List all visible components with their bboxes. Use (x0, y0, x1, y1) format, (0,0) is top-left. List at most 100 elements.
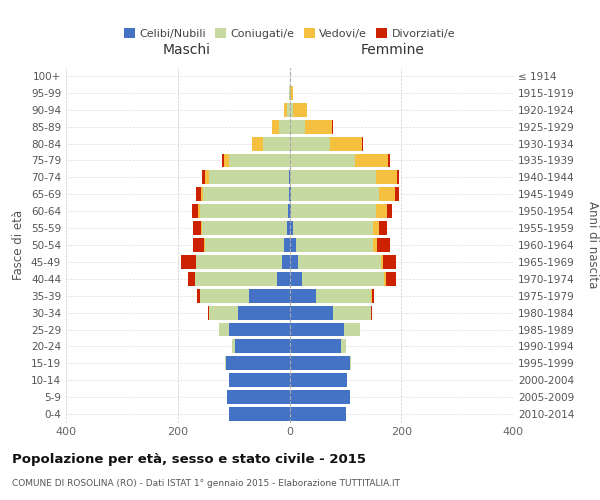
Bar (395, 188, 399, 201)
Bar (225, 356, 226, 370)
Bar (192, 204, 199, 218)
Bar (381, 255, 383, 269)
Bar (284, 238, 290, 252)
Text: COMUNE DI ROSOLINA (RO) - Dati ISTAT 1° gennaio 2015 - Elaborazione TUTTITALIA.I: COMUNE DI ROSOLINA (RO) - Dati ISTAT 1° … (12, 479, 400, 488)
Bar (379, 221, 387, 235)
Bar (289, 204, 290, 218)
Bar (194, 272, 277, 285)
Bar (290, 374, 347, 387)
Bar (188, 272, 194, 285)
Bar (290, 221, 293, 235)
Bar (362, 136, 363, 150)
Bar (249, 289, 290, 302)
Bar (197, 289, 200, 302)
Bar (199, 204, 200, 218)
Bar (290, 289, 316, 302)
Bar (291, 204, 376, 218)
Bar (397, 170, 399, 184)
Bar (200, 188, 203, 201)
Y-axis label: Anni di nascita: Anni di nascita (586, 202, 599, 288)
Bar (371, 306, 372, 320)
Bar (284, 103, 287, 117)
Bar (293, 103, 307, 117)
Bar (202, 221, 287, 235)
Bar (305, 120, 332, 134)
Bar (383, 255, 396, 269)
Bar (330, 136, 362, 150)
Bar (229, 154, 290, 168)
Bar (290, 103, 293, 117)
Bar (238, 306, 290, 320)
Bar (224, 154, 229, 168)
Bar (290, 120, 305, 134)
Bar (371, 289, 374, 302)
Bar (290, 170, 376, 184)
Bar (290, 322, 344, 336)
Bar (290, 356, 350, 370)
Bar (290, 238, 296, 252)
Bar (290, 407, 346, 421)
Bar (193, 221, 201, 235)
Bar (205, 238, 284, 252)
Bar (333, 306, 371, 320)
Bar (350, 356, 351, 370)
Bar (281, 255, 290, 269)
Bar (200, 289, 249, 302)
Bar (387, 204, 392, 218)
Bar (200, 204, 289, 218)
Bar (296, 238, 373, 252)
Bar (205, 170, 209, 184)
Bar (263, 136, 290, 150)
Bar (373, 238, 377, 252)
Bar (290, 390, 350, 404)
Bar (196, 255, 281, 269)
Bar (277, 272, 290, 285)
Bar (226, 356, 290, 370)
Bar (201, 221, 202, 235)
Bar (293, 221, 373, 235)
Bar (290, 272, 302, 285)
Bar (290, 340, 341, 353)
Text: Popolazione per età, sesso e stato civile - 2015: Popolazione per età, sesso e stato civil… (12, 452, 366, 466)
Bar (229, 407, 290, 421)
Bar (202, 170, 205, 184)
Bar (388, 154, 389, 168)
Bar (287, 103, 290, 117)
Bar (290, 306, 333, 320)
Legend: Celibi/Nubili, Coniugati/e, Vedovi/e, Divorziati/e: Celibi/Nubili, Coniugati/e, Vedovi/e, Di… (119, 24, 460, 43)
Bar (341, 340, 346, 353)
Bar (181, 255, 196, 269)
Bar (227, 390, 290, 404)
Bar (229, 374, 290, 387)
Bar (290, 188, 379, 201)
Bar (219, 322, 229, 336)
Bar (344, 322, 360, 336)
Bar (377, 238, 390, 252)
Bar (209, 170, 289, 184)
Bar (290, 255, 298, 269)
Bar (376, 170, 397, 184)
Bar (272, 120, 280, 134)
Text: Femmine: Femmine (361, 43, 424, 57)
Bar (223, 154, 224, 168)
Bar (355, 154, 388, 168)
Bar (229, 322, 290, 336)
Bar (316, 289, 371, 302)
Bar (290, 154, 355, 168)
Bar (232, 340, 235, 353)
Bar (193, 238, 204, 252)
Bar (376, 204, 387, 218)
Bar (290, 86, 293, 100)
Bar (196, 188, 200, 201)
Bar (373, 221, 379, 235)
Bar (203, 188, 289, 201)
Y-axis label: Fasce di età: Fasce di età (13, 210, 25, 280)
Bar (208, 306, 209, 320)
Text: Maschi: Maschi (163, 43, 211, 57)
Bar (287, 221, 290, 235)
Bar (386, 272, 395, 285)
Bar (302, 272, 385, 285)
Bar (290, 136, 330, 150)
Bar (235, 340, 290, 353)
Bar (290, 204, 291, 218)
